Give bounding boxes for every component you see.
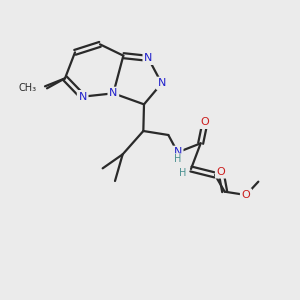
Text: O: O (217, 167, 225, 177)
Text: N: N (79, 92, 87, 102)
Text: CH₃: CH₃ (19, 83, 37, 93)
Text: O: O (201, 117, 209, 127)
Text: N: N (158, 78, 166, 88)
Text: N: N (109, 88, 118, 98)
Text: N: N (173, 147, 182, 157)
Text: H: H (179, 168, 187, 178)
Text: N: N (109, 88, 118, 98)
Text: O: O (242, 190, 250, 200)
Text: H: H (217, 167, 225, 177)
Text: H: H (179, 169, 187, 179)
Text: H: H (174, 154, 182, 164)
Text: N: N (144, 53, 152, 63)
Text: N: N (79, 92, 87, 102)
Text: N: N (173, 147, 182, 157)
Text: N: N (144, 53, 152, 63)
Text: N: N (158, 78, 166, 88)
Text: O: O (217, 167, 225, 177)
Text: O: O (201, 117, 209, 127)
Text: O: O (217, 167, 225, 177)
Text: O: O (242, 190, 250, 200)
Text: O: O (242, 190, 250, 200)
Text: H: H (218, 167, 226, 177)
Text: H: H (174, 154, 182, 164)
